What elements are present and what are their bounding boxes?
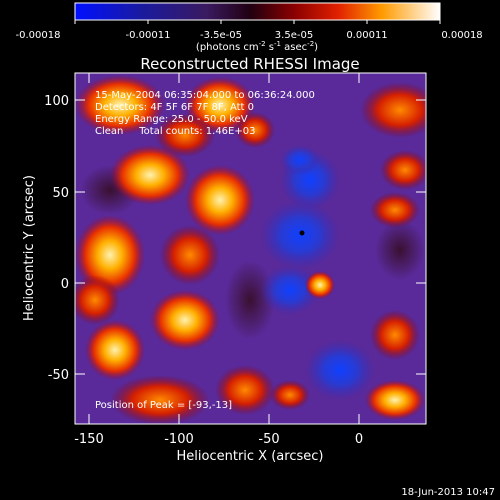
image-annotations: 15-May-2004 06:35:04.000 to 06:36:24.000… xyxy=(95,90,315,411)
annotation-energy-range: Energy Range: 25.0 - 50.0 keV xyxy=(95,114,248,125)
footer-timestamp: 18-Jun-2013 10:47 xyxy=(401,487,495,498)
x-tick-label: -150 xyxy=(74,432,104,447)
colorbar-tick-label: 3.5e-05 xyxy=(275,30,313,41)
annotation-peak-position: Position of Peak = [-93,-13] xyxy=(95,400,232,411)
annotation-total-counts: Clean Total counts: 1.46E+03 xyxy=(95,126,255,137)
plot-frame xyxy=(74,72,427,425)
colorbar-ticks xyxy=(74,20,441,24)
plot-title: Reconstructed RHESSI Image xyxy=(140,55,359,73)
colorbar: -0.00018 -0.00011 -3.5e-05 3.5e-05 0.000… xyxy=(16,2,483,53)
y-tick-label: 100 xyxy=(44,94,69,109)
annotation-detectors: Detectors: 4F 5F 6F 7F 8F, Att 0 xyxy=(95,102,254,113)
peak-marker xyxy=(299,230,305,236)
colorbar-tick-label: -3.5e-05 xyxy=(200,30,242,41)
y-tick-label: -50 xyxy=(48,368,69,383)
axis-ticks xyxy=(75,73,426,424)
x-tick-label: 0 xyxy=(355,432,363,447)
colorbar-unit-label: (photons cm-2 s-1 asec-2) xyxy=(196,40,318,53)
colorbar-tick-label: 0.00011 xyxy=(346,30,387,41)
x-axis-label: Heliocentric X (arcsec) xyxy=(177,449,324,464)
colorbar-tick-label: -0.00018 xyxy=(16,30,61,41)
colorbar-tick-label: -0.00011 xyxy=(126,30,171,41)
y-tick-label: 50 xyxy=(52,186,69,201)
y-axis-label: Heliocentric Y (arcsec) xyxy=(22,175,37,321)
x-tick-label: -100 xyxy=(164,432,194,447)
annotation-time-range: 15-May-2004 06:35:04.000 to 06:36:24.000 xyxy=(95,90,315,101)
rhessi-image xyxy=(75,73,426,424)
colorbar-gradient xyxy=(74,2,441,21)
x-tick-label: -50 xyxy=(258,432,279,447)
colorbar-tick-label: 0.00018 xyxy=(441,30,482,41)
y-tick-label: 0 xyxy=(61,277,69,292)
